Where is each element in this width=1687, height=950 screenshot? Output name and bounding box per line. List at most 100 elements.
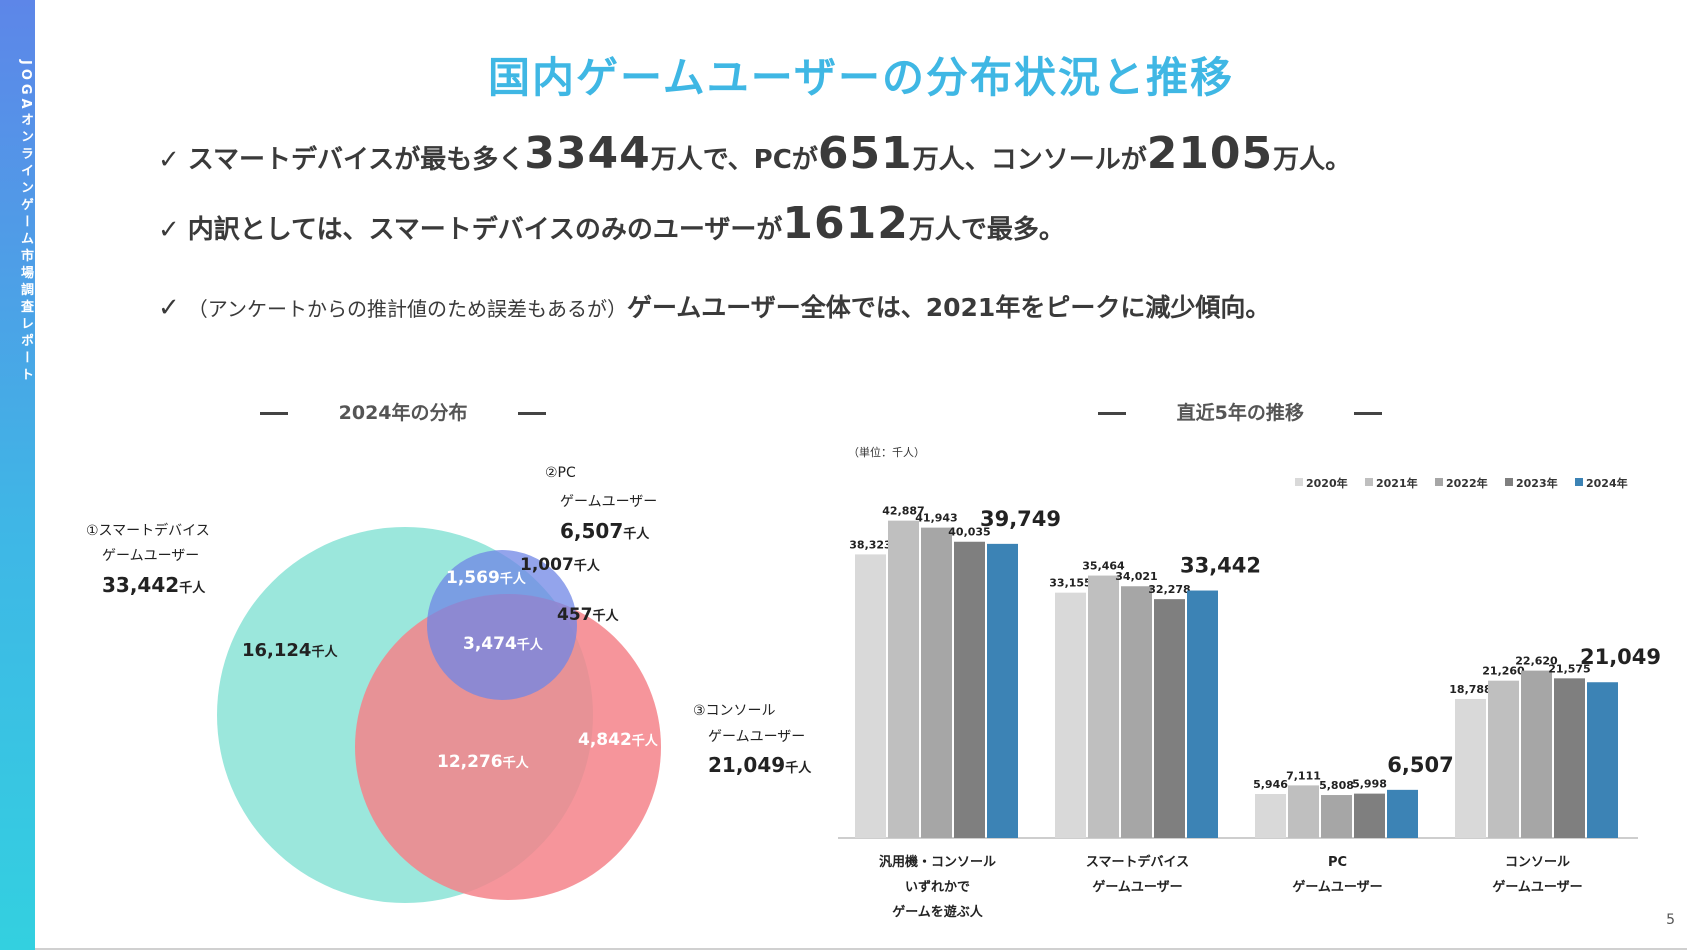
data-label: 39,749: [980, 507, 1061, 531]
region-unit: 千人: [311, 645, 338, 660]
bullet-2-num-1: 1612: [782, 198, 909, 249]
venn-console-total-value: 21,049: [708, 753, 786, 777]
venn-region-pc-only: 1,007千人: [520, 555, 600, 575]
bar: [921, 527, 952, 838]
data-label: 21,260: [1482, 665, 1525, 678]
bar: [1154, 599, 1185, 838]
sidebar-report-title: JOGAオンラインゲーム市場調査レポート: [18, 60, 33, 385]
bullet-1-num-3: 2105: [1146, 128, 1274, 179]
data-label: 21,575: [1548, 662, 1590, 675]
bar: [1521, 670, 1552, 838]
category-label: ゲームを遊ぶ人: [892, 904, 984, 920]
bar: [888, 520, 919, 838]
check-icon: ✓: [158, 215, 180, 245]
venn-smart-total: 33,442千人: [102, 573, 205, 597]
bar: [1187, 590, 1218, 838]
venn-region-pc-console: 457千人: [557, 605, 619, 625]
bar: [1121, 586, 1152, 838]
region-value: 12,276: [437, 752, 503, 772]
venn-smart-label-2: ゲームユーザー: [102, 548, 200, 564]
region-value: 1,569: [446, 568, 500, 588]
venn-console-label-2: ゲームユーザー: [708, 729, 806, 745]
bar: [1587, 682, 1618, 838]
venn-region-smart-console: 12,276千人: [437, 752, 529, 772]
legend-swatch: [1575, 478, 1583, 486]
category-label: ゲームユーザー: [1292, 879, 1382, 895]
bullet-1-num-2: 651: [817, 128, 913, 179]
region-unit: 千人: [592, 609, 619, 624]
region-unit: 千人: [516, 638, 543, 653]
region-value: 457: [557, 605, 593, 625]
data-label: 6,507: [1387, 753, 1453, 777]
data-label: 34,021: [1115, 570, 1157, 583]
legend-label: 2021年: [1376, 476, 1418, 490]
bullet-2: ✓ 内訳としては、スマートデバイスのみのユーザーが1612万人で最多。: [158, 198, 1065, 249]
bar: [1554, 678, 1585, 838]
venn-region-all-three: 3,474千人: [463, 634, 543, 654]
category-label: ゲームユーザー: [1092, 879, 1182, 895]
bar: [1387, 789, 1418, 838]
venn-section-title-text: 2024年の分布: [338, 402, 468, 424]
data-label: 18,788: [1449, 683, 1491, 696]
legend-label: 2023年: [1516, 476, 1558, 490]
chart-unit-note: （単位：千人）: [848, 445, 925, 459]
data-label: 40,035: [948, 526, 990, 539]
venn-region-smart-pc: 1,569千人: [446, 568, 526, 588]
bullet-3-text: ゲームユーザー全体では、2021年をピークに減少傾向。: [627, 293, 1271, 322]
bar: [855, 554, 886, 838]
bar: [1354, 793, 1385, 838]
data-label: 5,946: [1253, 778, 1288, 791]
venn-console-label-1: ③コンソール: [693, 703, 776, 719]
bar: [1455, 698, 1486, 838]
bullet-1: ✓ スマートデバイスが最も多く3344万人で、PCが651万人、コンソールが210…: [158, 128, 1351, 179]
bar: [1488, 680, 1519, 838]
region-value: 16,124: [242, 640, 312, 661]
page-number: 5: [1666, 912, 1675, 928]
bullet-1-num-1: 3344: [524, 128, 651, 179]
check-icon: ✓: [158, 145, 180, 175]
data-label: 35,464: [1082, 560, 1125, 573]
data-label: 5,998: [1352, 778, 1387, 791]
bottom-divider: [35, 948, 1687, 950]
venn-smart-total-value: 33,442: [102, 573, 180, 597]
legend-swatch: [1505, 478, 1513, 486]
venn-pc-total-value: 6,507: [560, 519, 624, 543]
region-value: 1,007: [520, 555, 574, 575]
data-label: 7,111: [1286, 769, 1321, 782]
legend-label: 2022年: [1446, 476, 1488, 490]
bullet-3: ✓ （アンケートからの推計値のため誤差もあるが）ゲームユーザー全体では、2021年…: [158, 288, 1270, 324]
dash-right: [1354, 412, 1383, 415]
check-icon: ✓: [158, 293, 180, 323]
dash-left: [260, 412, 288, 415]
bar: [1055, 592, 1086, 838]
legend-label: 2020年: [1306, 476, 1348, 490]
legend-label: 2024年: [1586, 476, 1628, 490]
category-label: PC: [1328, 855, 1347, 870]
venn-circle-console: [355, 594, 661, 900]
category-label: コンソール: [1505, 855, 1570, 870]
venn-section-title: 2024年の分布: [260, 398, 547, 425]
category-label: ゲームユーザー: [1492, 879, 1582, 895]
bullet-2-text-2: 万人で最多。: [908, 215, 1065, 245]
data-label: 33,442: [1180, 554, 1261, 578]
bullet-2-text-1: 内訳としては、スマートデバイスのみのユーザーが: [187, 215, 783, 245]
bar: [987, 543, 1018, 838]
bar: [1088, 575, 1119, 838]
data-label: 22,620: [1515, 655, 1558, 668]
bar: [1321, 795, 1352, 838]
data-label: 21,049: [1580, 645, 1661, 669]
venn-console-total: 21,049千人: [708, 753, 811, 777]
side-band: JOGAオンラインゲーム市場調査レポート: [0, 0, 35, 950]
bullet-1-text-1: スマートデバイスが最も多く: [187, 145, 525, 175]
bar: [954, 541, 985, 838]
venn-smart-total-unit: 千人: [179, 581, 206, 596]
chart-section-title-text: 直近5年の推移: [1176, 402, 1304, 424]
data-label: 32,278: [1148, 583, 1190, 596]
category-label: 汎用機・コンソール: [879, 854, 996, 870]
category-label: いずれかで: [905, 879, 970, 895]
venn-region-smart-only: 16,124千人: [242, 640, 337, 661]
bar: [1255, 793, 1286, 838]
region-unit: 千人: [573, 559, 600, 574]
region-value: 3,474: [463, 634, 517, 654]
legend-swatch: [1295, 478, 1303, 486]
